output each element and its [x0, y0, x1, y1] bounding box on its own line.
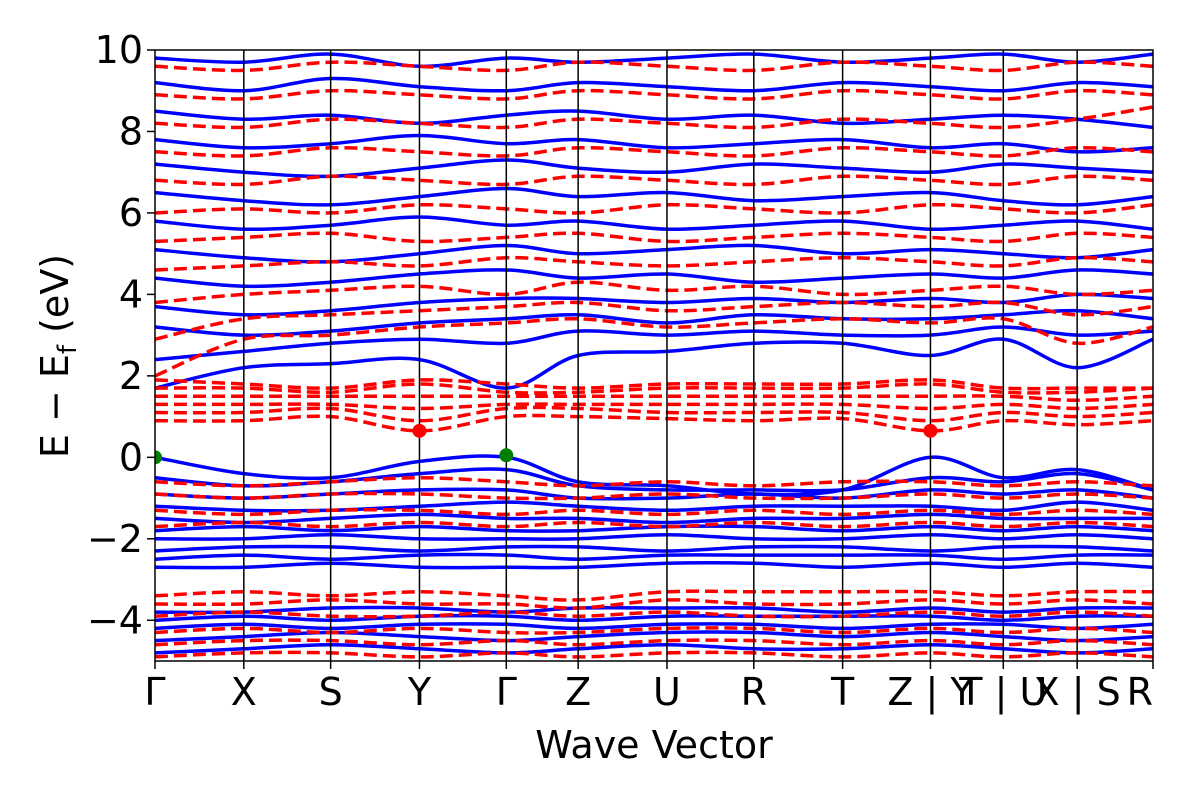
- xtick-label-11: X | S: [1034, 670, 1121, 715]
- x-axis-title: Wave Vector: [535, 723, 773, 767]
- marker-cbm-y2: [923, 423, 938, 438]
- marker-vbm-gamma-start: [155, 450, 162, 465]
- xtick-label-0: Γ: [144, 670, 165, 714]
- ytick-label-4: 4: [119, 272, 143, 316]
- ytick-label-1: −2: [87, 517, 143, 561]
- extremum-markers: [155, 423, 938, 465]
- xtick-label-7: R: [741, 670, 767, 714]
- y-axis-title-unit: (eV): [33, 254, 77, 345]
- xtick-label-5: Z: [565, 670, 591, 714]
- xtick-label-3: Y: [407, 670, 432, 714]
- ytick-label-0: −4: [87, 598, 143, 642]
- xtick-label-8: T: [830, 670, 855, 714]
- ytick-label-5: 6: [119, 191, 143, 235]
- y-ticks: −4 −2 0 2 4 6 8 10: [87, 28, 155, 642]
- ytick-label-3: 2: [119, 354, 143, 398]
- ytick-label-2: 0: [119, 435, 143, 479]
- marker-cbm-y: [412, 423, 427, 438]
- kpoint-lines: [243, 50, 1078, 661]
- y-axis-title: E − Ef (eV): [33, 254, 83, 458]
- plot-frame: [154, 49, 1154, 662]
- xtick-label-10: T | U: [958, 670, 1047, 715]
- xtick-label-9: Z | Y: [887, 670, 974, 715]
- xtick-label-4: Γ: [496, 670, 517, 714]
- ytick-label-7: 10: [95, 28, 143, 72]
- marker-vbm-gamma: [499, 448, 514, 463]
- y-axis-title-main: E − E: [33, 354, 77, 458]
- ytick-label-6: 8: [119, 109, 143, 153]
- xtick-label-1: X: [231, 670, 257, 714]
- xtick-label-6: U: [653, 670, 681, 714]
- xtick-label-12: R: [1127, 670, 1153, 714]
- xtick-label-2: S: [319, 670, 343, 714]
- y-axis-title-sub: f: [53, 344, 83, 354]
